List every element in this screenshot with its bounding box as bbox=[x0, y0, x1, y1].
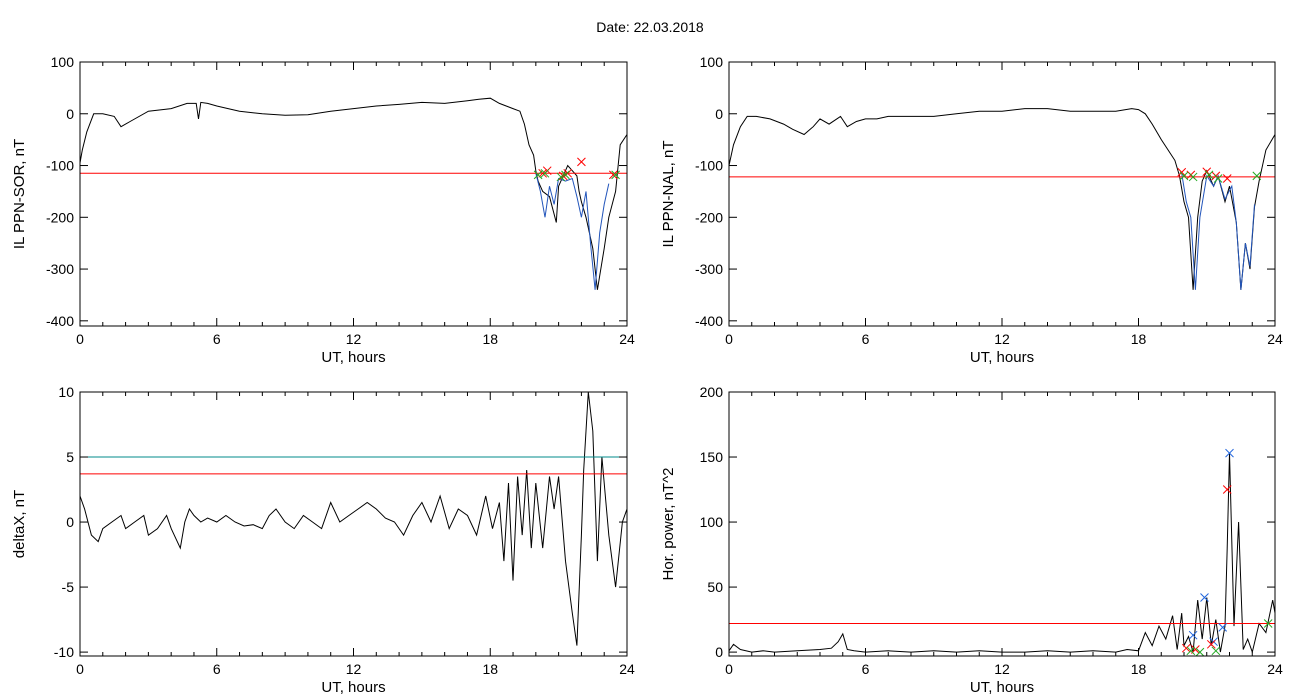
x-tick-label: 0 bbox=[76, 331, 84, 347]
marker-x-2-4 bbox=[1222, 485, 1232, 494]
marker-x-2-2 bbox=[540, 168, 550, 178]
series-line-2 bbox=[1181, 173, 1255, 290]
y-tick-label: -400 bbox=[695, 313, 723, 329]
y-tick-label: 100 bbox=[700, 514, 724, 530]
y-tick-label: 50 bbox=[707, 579, 723, 595]
y-tick-label: 10 bbox=[58, 384, 74, 400]
marker-x-3-2 bbox=[1195, 647, 1205, 657]
series-line-2 bbox=[535, 173, 610, 290]
y-tick-label: -100 bbox=[695, 158, 723, 174]
y-tick-label: 0 bbox=[66, 514, 74, 530]
marker-x-2-2 bbox=[1188, 172, 1198, 182]
x-tick-label: 18 bbox=[482, 661, 498, 677]
y-axis-label: Hor. power, nT^2 bbox=[660, 468, 677, 581]
x-axis-label: UT, hours bbox=[970, 349, 1034, 366]
x-tick-label: 6 bbox=[213, 331, 221, 347]
y-axis-label: IL PPN-NAL, nT bbox=[660, 141, 677, 248]
marker-x-2-4 bbox=[1213, 174, 1223, 183]
marker-x-2-1 bbox=[1181, 643, 1191, 653]
marker-x-3-4 bbox=[1263, 619, 1273, 628]
panel-3: 0 6 12 18 24 10 5 0 -5 -10 UT, hours deltaX, nT bbox=[11, 384, 635, 696]
x-tick-label: 24 bbox=[619, 661, 635, 677]
axes-frame bbox=[79, 61, 628, 327]
marker-x-3-1 bbox=[1186, 646, 1196, 656]
axes-frame bbox=[728, 391, 1276, 657]
series-line-1 bbox=[728, 453, 1276, 654]
marker-x-1-5 bbox=[1222, 174, 1232, 183]
marker-x-1-2 bbox=[1200, 593, 1209, 602]
marker-x-1-6 bbox=[608, 170, 618, 180]
marker-x-2-3 bbox=[556, 172, 566, 182]
marker-x-2-5 bbox=[1252, 171, 1262, 181]
marker-x-1-3 bbox=[558, 171, 568, 181]
x-tick-label: 18 bbox=[482, 331, 498, 347]
marker-x-1-5 bbox=[577, 157, 586, 167]
y-tick-label: -5 bbox=[62, 579, 75, 595]
y-tick-label: -200 bbox=[695, 209, 723, 225]
x-axis-label: UT, hours bbox=[321, 679, 385, 696]
series-line-1 bbox=[728, 108, 1276, 290]
series-line-1 bbox=[79, 97, 628, 290]
y-tick-label: 0 bbox=[66, 106, 74, 122]
marker-x-1-4 bbox=[1218, 623, 1228, 632]
x-tick-label: 0 bbox=[725, 331, 733, 347]
y-tick-label: 0 bbox=[715, 644, 723, 660]
y-tick-label: 5 bbox=[66, 449, 74, 465]
x-tick-label: 18 bbox=[1131, 331, 1147, 347]
marker-x-1-1 bbox=[1188, 630, 1198, 640]
panel-2: 0 6 12 18 24 100 0 -100 -200 -300 -400 UT, hours IL … bbox=[660, 54, 1283, 366]
x-tick-label: 6 bbox=[862, 331, 870, 347]
x-tick-label: 12 bbox=[346, 331, 362, 347]
x-tick-label: 0 bbox=[725, 661, 733, 677]
marker-x-2-1 bbox=[1179, 171, 1189, 181]
marker-x-2-5 bbox=[611, 170, 620, 180]
marker-x-3-3 bbox=[1211, 646, 1221, 656]
y-tick-label: -400 bbox=[46, 313, 74, 329]
marker-x-2-3 bbox=[1204, 170, 1214, 180]
marker-x-2-3 bbox=[1206, 639, 1216, 649]
marker-x-1-4 bbox=[563, 168, 573, 178]
x-tick-label: 18 bbox=[1131, 661, 1147, 677]
y-tick-label: 100 bbox=[700, 54, 724, 70]
y-tick-label: 200 bbox=[700, 384, 724, 400]
y-tick-label: 0 bbox=[715, 106, 723, 122]
marker-x-2-4 bbox=[561, 170, 570, 180]
x-tick-label: 12 bbox=[346, 661, 362, 677]
x-tick-label: 24 bbox=[1267, 331, 1283, 347]
x-tick-label: 12 bbox=[994, 661, 1010, 677]
x-axis-label: UT, hours bbox=[970, 679, 1034, 696]
y-tick-label: -300 bbox=[46, 261, 74, 277]
y-tick-label: -200 bbox=[46, 209, 74, 225]
y-axis-label: IL PPN-SOR, nT bbox=[11, 139, 28, 249]
marker-x-1-5 bbox=[1225, 448, 1234, 458]
marker-x-1-1 bbox=[538, 168, 548, 178]
x-tick-label: 0 bbox=[76, 661, 84, 677]
y-tick-label: 150 bbox=[700, 449, 724, 465]
series-line-1 bbox=[79, 391, 628, 646]
marker-x-2-1 bbox=[533, 170, 543, 180]
x-tick-label: 24 bbox=[1267, 661, 1283, 677]
y-tick-label: -300 bbox=[695, 261, 723, 277]
y-tick-label: -10 bbox=[54, 644, 74, 660]
x-axis-label: UT, hours bbox=[321, 349, 385, 366]
y-tick-label: -100 bbox=[46, 158, 74, 174]
panel-4: 0 6 12 18 24 200 150 100 50 0 UT, hours Hor. power,… bbox=[660, 384, 1283, 696]
x-tick-label: 24 bbox=[619, 331, 635, 347]
x-tick-label: 6 bbox=[862, 661, 870, 677]
x-tick-label: 12 bbox=[994, 331, 1010, 347]
figure-date-title: Date: 22.03.2018 bbox=[596, 19, 704, 35]
y-tick-label: 100 bbox=[51, 54, 75, 70]
panel-1: 0 6 12 18 24 100 0 -100 -200 -300 -400 UT, hours IL … bbox=[11, 54, 635, 366]
y-axis-label: deltaX, nT bbox=[11, 490, 28, 558]
x-tick-label: 6 bbox=[213, 661, 221, 677]
